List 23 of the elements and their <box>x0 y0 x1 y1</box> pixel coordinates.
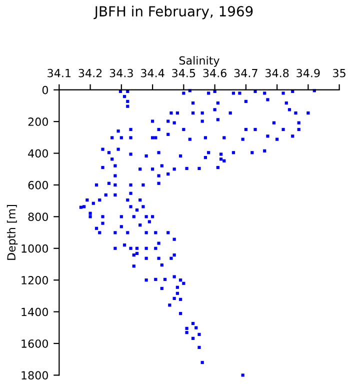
y-tick-label: 600 <box>28 180 48 190</box>
x-axis-title: Salinity <box>179 56 220 67</box>
x-tick-label: 34.9 <box>296 68 320 78</box>
y-tick-label: 200 <box>28 118 48 126</box>
y-axis-title: Depth [m] <box>6 205 18 260</box>
x-tick-label: 34.3 <box>110 68 133 78</box>
x-tick-label: 35 <box>333 68 346 78</box>
x-tick-label: 34.6 <box>203 68 226 78</box>
x-tick-label: 34.5 <box>172 68 196 78</box>
y-tick-label: 1800 <box>22 371 48 380</box>
x-tick-label: 34.1 <box>48 68 71 78</box>
x-tick-label: 34.4 <box>141 68 164 78</box>
y-tick-label: 800 <box>28 212 48 222</box>
y-tick-label: 1000 <box>22 244 48 253</box>
chart-title: JBFH in February, 1969 <box>94 6 253 20</box>
y-tick-label: 1600 <box>22 339 48 348</box>
x-tick-label: 34.8 <box>266 68 289 78</box>
y-tick-label: 1400 <box>22 308 48 316</box>
x-tick-label: 34.7 <box>234 68 258 78</box>
y-tick-label: 400 <box>28 149 48 158</box>
y-tick-label: 0 <box>42 86 48 94</box>
y-tick-label: 1200 <box>22 276 48 284</box>
x-tick-label: 34.2 <box>78 68 102 78</box>
